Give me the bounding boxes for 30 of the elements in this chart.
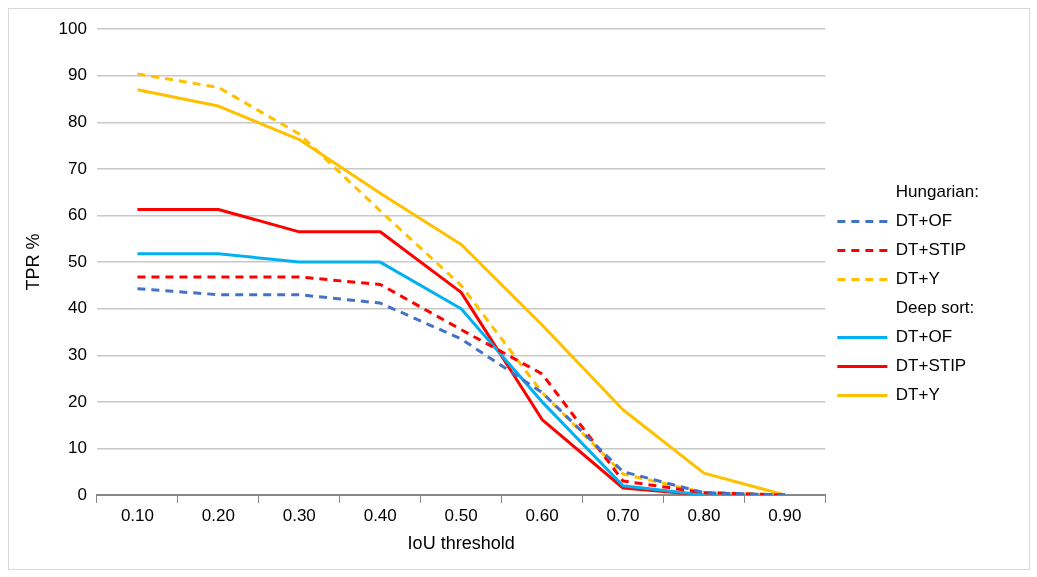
y-tick-label: 50: [68, 251, 87, 271]
y-tick-label: 60: [68, 205, 87, 225]
y-tick-label: 90: [68, 65, 87, 85]
x-tick-label: 0.50: [444, 505, 478, 525]
x-tick-label: 0.90: [768, 505, 802, 525]
x-tick-label: 0.10: [120, 505, 154, 525]
legend-label: DT+OF: [895, 211, 953, 231]
x-tick-label: 0.40: [363, 505, 397, 525]
x-tick-label: 0.20: [201, 505, 235, 525]
legend-label: DT+STIP: [895, 240, 967, 260]
legend-label: DT+Y: [895, 385, 940, 405]
y-tick-label: 10: [68, 438, 87, 458]
x-tick-label: 0.30: [282, 505, 316, 525]
legend-label: DT+Y: [895, 269, 940, 289]
x-tick-label: 0.80: [687, 505, 721, 525]
x-tick-label: 0.70: [606, 505, 640, 525]
y-tick-label: 0: [77, 484, 87, 504]
y-tick-label: 40: [68, 298, 87, 318]
text: Hungarian:: [895, 182, 980, 202]
x-axis-title: IoU threshold: [407, 533, 515, 554]
y-tick-label: 20: [68, 391, 87, 411]
legend-label: DT+OF: [895, 327, 953, 347]
y-tick-label: 100: [58, 18, 87, 38]
y-tick-label: 70: [68, 158, 87, 178]
x-tick-label: 0.60: [525, 505, 559, 525]
y-tick-label: 30: [68, 344, 87, 364]
text: Deep sort:: [895, 298, 975, 318]
y-axis-title: TPR %: [22, 233, 43, 291]
y-tick-label: 80: [68, 112, 87, 132]
legend-label: DT+STIP: [895, 356, 967, 376]
